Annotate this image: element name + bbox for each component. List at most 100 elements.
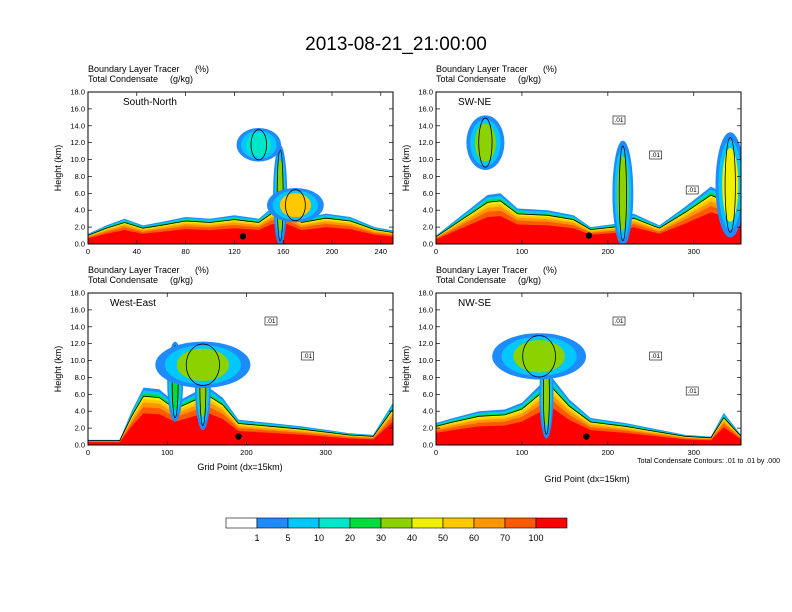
panel-1-xtick-label: 40 <box>133 247 141 256</box>
colorbar-box-10 <box>535 517 568 529</box>
colorbar-label: 30 <box>376 533 386 543</box>
colorbar-label: 70 <box>500 533 510 543</box>
panel-1-xtick-label: 0 <box>86 247 90 256</box>
panel-1-xtick-label: 160 <box>277 247 290 256</box>
panel-3-ytick-label: 6.0 <box>75 390 85 399</box>
panel-4-var2-units: (g/kg) <box>518 275 541 285</box>
panel-1-xtick-label: 200 <box>326 247 339 256</box>
panel-2-location-marker <box>585 232 593 239</box>
panel-4-var2-label: Total Condensate <box>436 275 506 285</box>
panel-1-xtick-label: 240 <box>375 247 388 256</box>
panel-3-ytick-label: 8.0 <box>75 373 85 382</box>
panel-2-plume-2-core <box>474 123 496 162</box>
panel-4-location-marker <box>583 433 590 440</box>
panel-3-plume-3-core <box>176 348 230 381</box>
panel-2-xtick-label: 0 <box>434 247 438 256</box>
panel-4-contour-label: .01 <box>688 388 697 395</box>
panel-1-ylabel: Height (km) <box>53 145 63 192</box>
panel-2-contour-label-box <box>649 150 662 160</box>
x-axis-title-left: Grid Point (dx=15km) <box>197 462 282 472</box>
panel-2-ytick-label: 4.0 <box>423 206 433 215</box>
panel-3-plot-area <box>88 341 393 445</box>
panel-1-ytick-label: 8.0 <box>75 172 85 181</box>
panel-4-ytick-label: 0.0 <box>423 441 433 450</box>
panel-3-ytick-label: 16.0 <box>70 305 85 314</box>
panel-1-ytick-label: 4.0 <box>75 206 85 215</box>
panel-1-tracer-layer <box>88 222 393 244</box>
panel-4-contour-label: .01 <box>651 353 660 360</box>
colorbar-label: 60 <box>469 533 479 543</box>
panel-4-ylabel: Height (km) <box>401 346 411 393</box>
panel-1-xtick-label: 120 <box>228 247 241 256</box>
panel-3-location-marker <box>235 433 242 440</box>
panel-3-contour-label-box <box>301 351 314 361</box>
colorbar-box-6 <box>411 517 444 529</box>
panel-2-plume-2-contour <box>478 117 493 168</box>
panel-2-plume-1-core <box>617 156 629 231</box>
panel-4-contour-label-box <box>649 351 662 361</box>
panel-2-xtick-label: 200 <box>602 247 615 256</box>
panel-2-ytick-label: 0.0 <box>423 240 433 249</box>
panel-2-ytick-label: 14.0 <box>418 121 433 130</box>
panel-1-tracer-contour <box>88 210 393 236</box>
panel-4-ytick-label: 6.0 <box>423 390 433 399</box>
panel-4-ytick-label: 16.0 <box>418 305 433 314</box>
panel-1-location-marker <box>239 233 247 240</box>
panel-3-xtick-label: 0 <box>86 448 90 457</box>
panel-2-ytick-label: 16.0 <box>418 104 433 113</box>
colorbar-box-1 <box>256 517 289 529</box>
panel-4-ytick-label: 2.0 <box>423 424 433 433</box>
colorbar-box-7 <box>442 517 475 529</box>
panel-2-contour-label-box <box>612 115 626 125</box>
colorbar-label: 50 <box>438 533 448 543</box>
panel-4: .01 .01 .01 NW-SE 0.0 2.0 4.0 6.0 8.0 10.0 12.0 14.… <box>401 289 742 457</box>
panel-3-tracer-contour <box>88 394 393 442</box>
panel-1-ytick-label: 16.0 <box>70 104 85 113</box>
panel-3-var2-label: Total Condensate <box>88 275 158 285</box>
panel-1-plume-2-contour <box>250 129 268 161</box>
panel-4-contour-label: .01 <box>614 318 623 325</box>
panel-1-ytick-label: 18.0 <box>70 88 85 97</box>
panel-2-ytick-label: 12.0 <box>418 138 433 147</box>
panel-4-tracer-layer <box>436 407 741 445</box>
panel-2-xtick-label: 300 <box>687 247 700 256</box>
panel-4-ytick-label: 10.0 <box>418 356 433 365</box>
panel-2-var2-units: (g/kg) <box>518 74 541 84</box>
panel-2-tracer-layer <box>436 212 741 244</box>
panel-2-contour-label: .01 <box>614 117 623 124</box>
panel-4-ytick-label: 12.0 <box>418 339 433 348</box>
panel-4-ytick-label: 14.0 <box>418 322 433 331</box>
panel-1-name: South-North <box>123 97 177 108</box>
panel-1-var1-label: Boundary Layer Tracer <box>88 64 180 74</box>
panel-4-name: NW-SE <box>458 298 491 309</box>
panel-1-ytick-label: 14.0 <box>70 121 85 130</box>
panel-2-plot-area <box>436 115 741 244</box>
panel-1-plume-2-core <box>246 133 272 157</box>
panel-1-ytick-label: 2.0 <box>75 223 85 232</box>
panel-2-xtick-label: 100 <box>516 247 529 256</box>
panel-3-var1-units: (%) <box>195 265 209 275</box>
colorbar-box-4 <box>349 517 382 529</box>
colorbar-label: 1 <box>254 533 259 543</box>
panel-4-xtick-label: 0 <box>434 448 438 457</box>
panel-3-xtick-label: 200 <box>240 448 253 457</box>
panel-4-var1-label: Boundary Layer Tracer <box>436 265 528 275</box>
colorbar-box-9 <box>504 517 537 529</box>
panel-3-contour-label-box <box>264 316 278 326</box>
panel-1-plot-area <box>88 127 393 244</box>
panels-group: South-North 0.0 2.0 4.0 6.0 8.0 10.0 12.0 14.0 16… <box>53 88 742 457</box>
panel-2: .01 .01 .01 SW-NE 0.0 2.0 4.0 6.0 8.0 10.0 12.0 14.… <box>401 88 742 256</box>
panel-1: South-North 0.0 2.0 4.0 6.0 8.0 10.0 12.0 14.0 16… <box>53 88 394 256</box>
panel-4-ytick-label: 4.0 <box>423 407 433 416</box>
panel-2-ytick-label: 18.0 <box>418 88 433 97</box>
panel-4-ytick-label: 8.0 <box>423 373 433 382</box>
x-axis-title-right: Grid Point (dx=15km) <box>544 474 629 484</box>
panel-2-contour-label-box <box>685 185 699 195</box>
colorbar-label: 5 <box>285 533 290 543</box>
panel-2-var1-label: Boundary Layer Tracer <box>436 64 528 74</box>
colorbar-label: 20 <box>345 533 355 543</box>
panel-3-ytick-label: 10.0 <box>70 356 85 365</box>
panel-2-plume-1-contour <box>618 145 627 242</box>
panel-1-var1-units: (%) <box>195 64 209 74</box>
panel-1-xtick-label: 80 <box>181 247 189 256</box>
